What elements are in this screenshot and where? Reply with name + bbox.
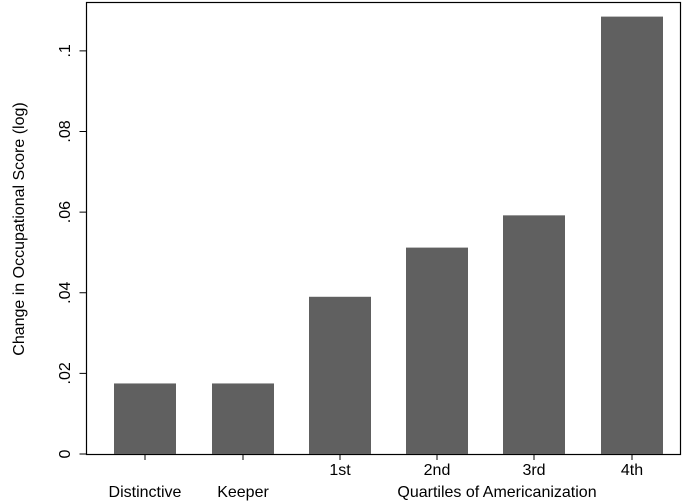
y-tick-label: .02 — [57, 362, 74, 384]
x-tick-label: 3rd — [522, 462, 545, 479]
bar-1st — [309, 296, 371, 454]
y-tick-label: 0 — [57, 449, 74, 458]
bar-distinctive — [114, 383, 176, 454]
y-tick-label: .1 — [57, 44, 74, 57]
x-group-label: Quartiles of Americanization — [397, 484, 596, 501]
bar-4th — [601, 16, 663, 454]
y-tick-label: .08 — [57, 120, 74, 142]
x-tick-label: 4th — [621, 462, 643, 479]
x-tick-label: 2nd — [424, 462, 451, 479]
x-axis: Distinctive Keeper 1st 2nd 3rd 4th — [109, 454, 643, 501]
y-tick-label: .04 — [57, 282, 74, 304]
bar-2nd — [406, 247, 468, 454]
bar-keeper — [212, 383, 274, 454]
bars-group — [114, 16, 663, 454]
y-tick-label: .06 — [57, 201, 74, 223]
bar-3rd — [503, 215, 565, 454]
plot-frame — [85, 1, 682, 456]
x-tick-label: Keeper — [217, 484, 269, 501]
x-tick-label: Distinctive — [109, 484, 182, 501]
x-tick-label: 1st — [329, 462, 351, 479]
y-axis: 0 .02 .04 .06 .08 .1 — [57, 44, 87, 458]
y-axis-title: Change in Occupational Score (log) — [11, 102, 28, 355]
